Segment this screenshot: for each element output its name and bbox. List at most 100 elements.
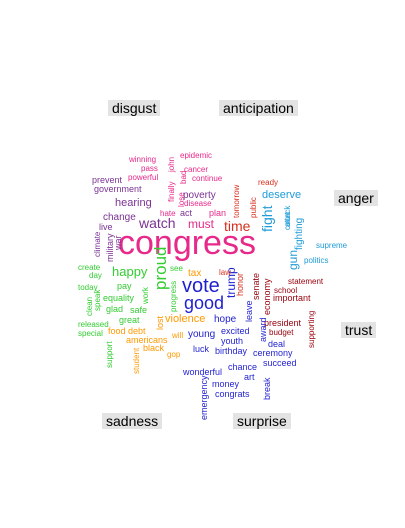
word-deserve: deserve <box>262 189 301 201</box>
word-live: live <box>99 222 113 232</box>
word-young: young <box>188 329 215 340</box>
word-pay: pay <box>117 281 132 291</box>
word-happy: happy <box>112 264 148 279</box>
word-leave: leave <box>244 300 254 322</box>
word-progress: progress <box>169 281 178 312</box>
category-label-sadness: sadness <box>102 413 163 429</box>
word-congrats: congrats <box>215 389 250 399</box>
word-vote: vote <box>182 275 220 297</box>
word-gop: gop <box>167 350 181 359</box>
word-equality: equality <box>103 293 135 303</box>
word-deal: deal <box>268 339 285 349</box>
word-must: must <box>188 217 215 231</box>
word-law: law <box>219 268 231 277</box>
word-great: great <box>119 315 140 325</box>
word-politics: politics <box>304 256 328 265</box>
word-budget: budget <box>269 328 294 337</box>
word-government: government <box>94 184 142 194</box>
word-winning: winning <box>128 155 156 164</box>
word-act: act <box>180 208 193 218</box>
word-hate: hate <box>160 209 176 218</box>
word-youth: youth <box>221 336 243 346</box>
word-will: will <box>171 331 183 340</box>
word-americans: americans <box>126 335 168 345</box>
word-fight: fight <box>259 205 275 232</box>
word-time: time <box>224 218 251 234</box>
word-excited: excited <box>221 326 250 336</box>
word-see: see <box>170 264 183 273</box>
word-change: change <box>103 212 136 223</box>
word-watch: watch <box>138 215 176 231</box>
word-day: day <box>89 271 102 280</box>
word-glad: glad <box>106 304 123 314</box>
word-president: president <box>264 318 302 328</box>
category-label-disgust: disgust <box>108 100 161 116</box>
word-good: good <box>184 293 224 313</box>
word-break: break <box>262 377 272 400</box>
word-supreme: supreme <box>316 241 348 250</box>
word-congress: congress <box>118 224 256 262</box>
word-speak: speak <box>93 289 102 311</box>
word-powerful: powerful <box>128 173 158 182</box>
word-epidemic: epidemic <box>180 151 212 160</box>
word-work: work <box>141 286 150 305</box>
word-student: student <box>132 347 141 374</box>
category-label-anger: anger <box>334 190 378 206</box>
word-lost: lost <box>155 315 165 330</box>
word-pass: pass <box>141 164 158 173</box>
word-support: support <box>105 341 114 368</box>
word-special: special <box>78 329 103 338</box>
category-label-surprise: surprise <box>233 413 291 429</box>
word-safe: safe <box>130 305 147 315</box>
word-ready: ready <box>258 178 278 187</box>
word-war: war <box>113 235 123 251</box>
word-prevent: prevent <box>92 175 123 185</box>
word-black: black <box>143 343 165 353</box>
word-poverty: poverty <box>183 190 216 201</box>
word-wonderful: wonderful <box>182 367 222 377</box>
word-art: art <box>244 372 255 382</box>
word-chance: chance <box>228 362 257 372</box>
word-violence: violence <box>165 313 205 325</box>
word-school: school <box>274 286 297 295</box>
word-hearing: hearing <box>115 197 152 209</box>
category-label-trust: trust <box>341 322 377 338</box>
word-court: court <box>283 211 292 230</box>
word-economy: economy <box>262 278 272 315</box>
word-proud: proud <box>151 247 170 290</box>
word-emergency: emergency <box>199 375 209 420</box>
word-fighting: fighting <box>294 218 305 250</box>
word-create: create <box>78 263 101 272</box>
word-john: john <box>167 157 176 173</box>
word-tomorrow: tomorrow <box>232 184 241 218</box>
word-clean: clean <box>85 297 94 316</box>
word-released: released <box>78 320 109 329</box>
word-lose: lose <box>177 192 186 207</box>
word-tax: tax <box>188 268 201 279</box>
word-finally: finally <box>167 182 176 202</box>
word-attack: attack <box>283 205 292 227</box>
word-climate: climate <box>93 231 102 257</box>
word-gun: gun <box>286 250 300 270</box>
word-money: money <box>212 379 240 389</box>
word-birthday: birthday <box>215 346 248 356</box>
word-succeed: succeed <box>263 358 297 368</box>
word-hope: hope <box>214 314 237 325</box>
word-trump: trump <box>224 267 238 298</box>
word-military: military <box>105 233 115 262</box>
category-label-anticipation: anticipation <box>219 100 298 116</box>
word-food: food <box>108 326 126 336</box>
word-disease: disease <box>184 199 212 208</box>
word-cancer: cancer <box>184 165 208 174</box>
word-plan: plan <box>209 208 226 218</box>
word-senate: senate <box>251 273 261 300</box>
word-today: today <box>78 283 98 292</box>
word-luck: luck <box>193 344 210 354</box>
word-supporting: supporting <box>307 311 316 348</box>
word-award: award <box>258 317 268 342</box>
word-ceremony: ceremony <box>253 348 293 358</box>
word-public: public <box>249 197 258 218</box>
word-bad: bad <box>179 171 188 184</box>
word-debt: debt <box>128 326 146 336</box>
